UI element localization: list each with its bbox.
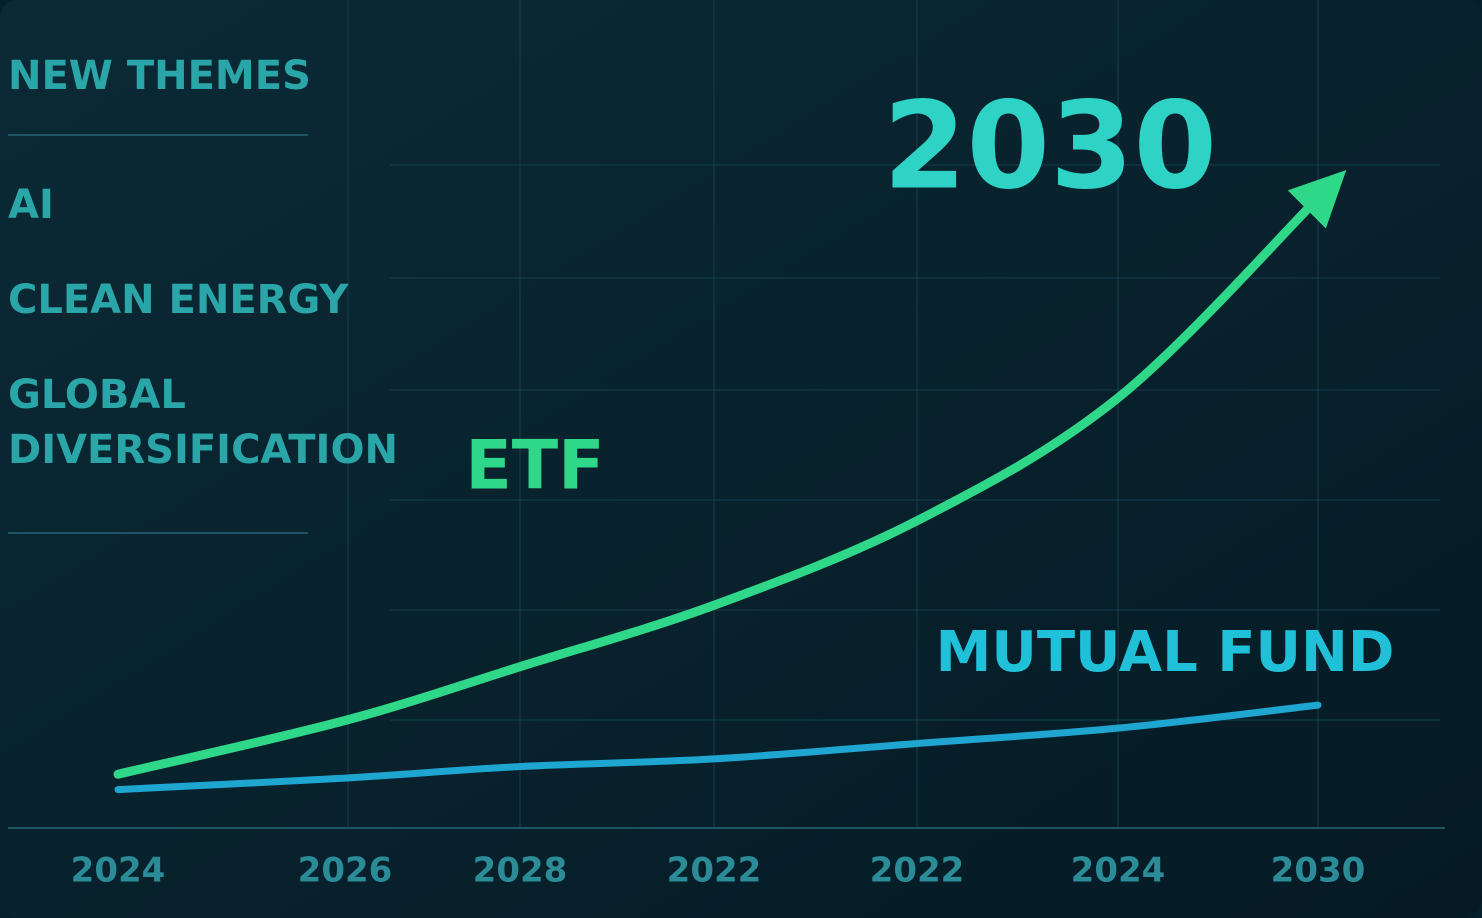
series-label: MUTUAL FUND: [936, 620, 1395, 685]
x-tick-label: 2030: [1271, 851, 1366, 891]
x-tick-label: 2026: [298, 851, 393, 891]
series-label: ETF: [465, 427, 604, 506]
x-tick-label: 2024: [1071, 851, 1166, 891]
series-line: [114, 701, 1322, 794]
sidebar-item: AI: [8, 182, 54, 228]
arrowhead: [1287, 169, 1347, 229]
x-tick-label: 2022: [667, 851, 762, 891]
x-tick-label: 2024: [71, 851, 166, 891]
sidebar-item: GLOBAL: [8, 372, 186, 418]
sidebar-item: DIVERSIFICATION: [8, 427, 398, 473]
sidebar-title: NEW THEMES: [8, 53, 311, 99]
x-tick-label: 2028: [473, 851, 568, 891]
x-tick-label: 2022: [870, 851, 965, 891]
decor-grid: [347, 0, 1440, 828]
headline: 2030: [883, 78, 1217, 217]
series-line: [113, 193, 1323, 779]
sidebar-item: CLEAN ENERGY: [8, 277, 349, 323]
